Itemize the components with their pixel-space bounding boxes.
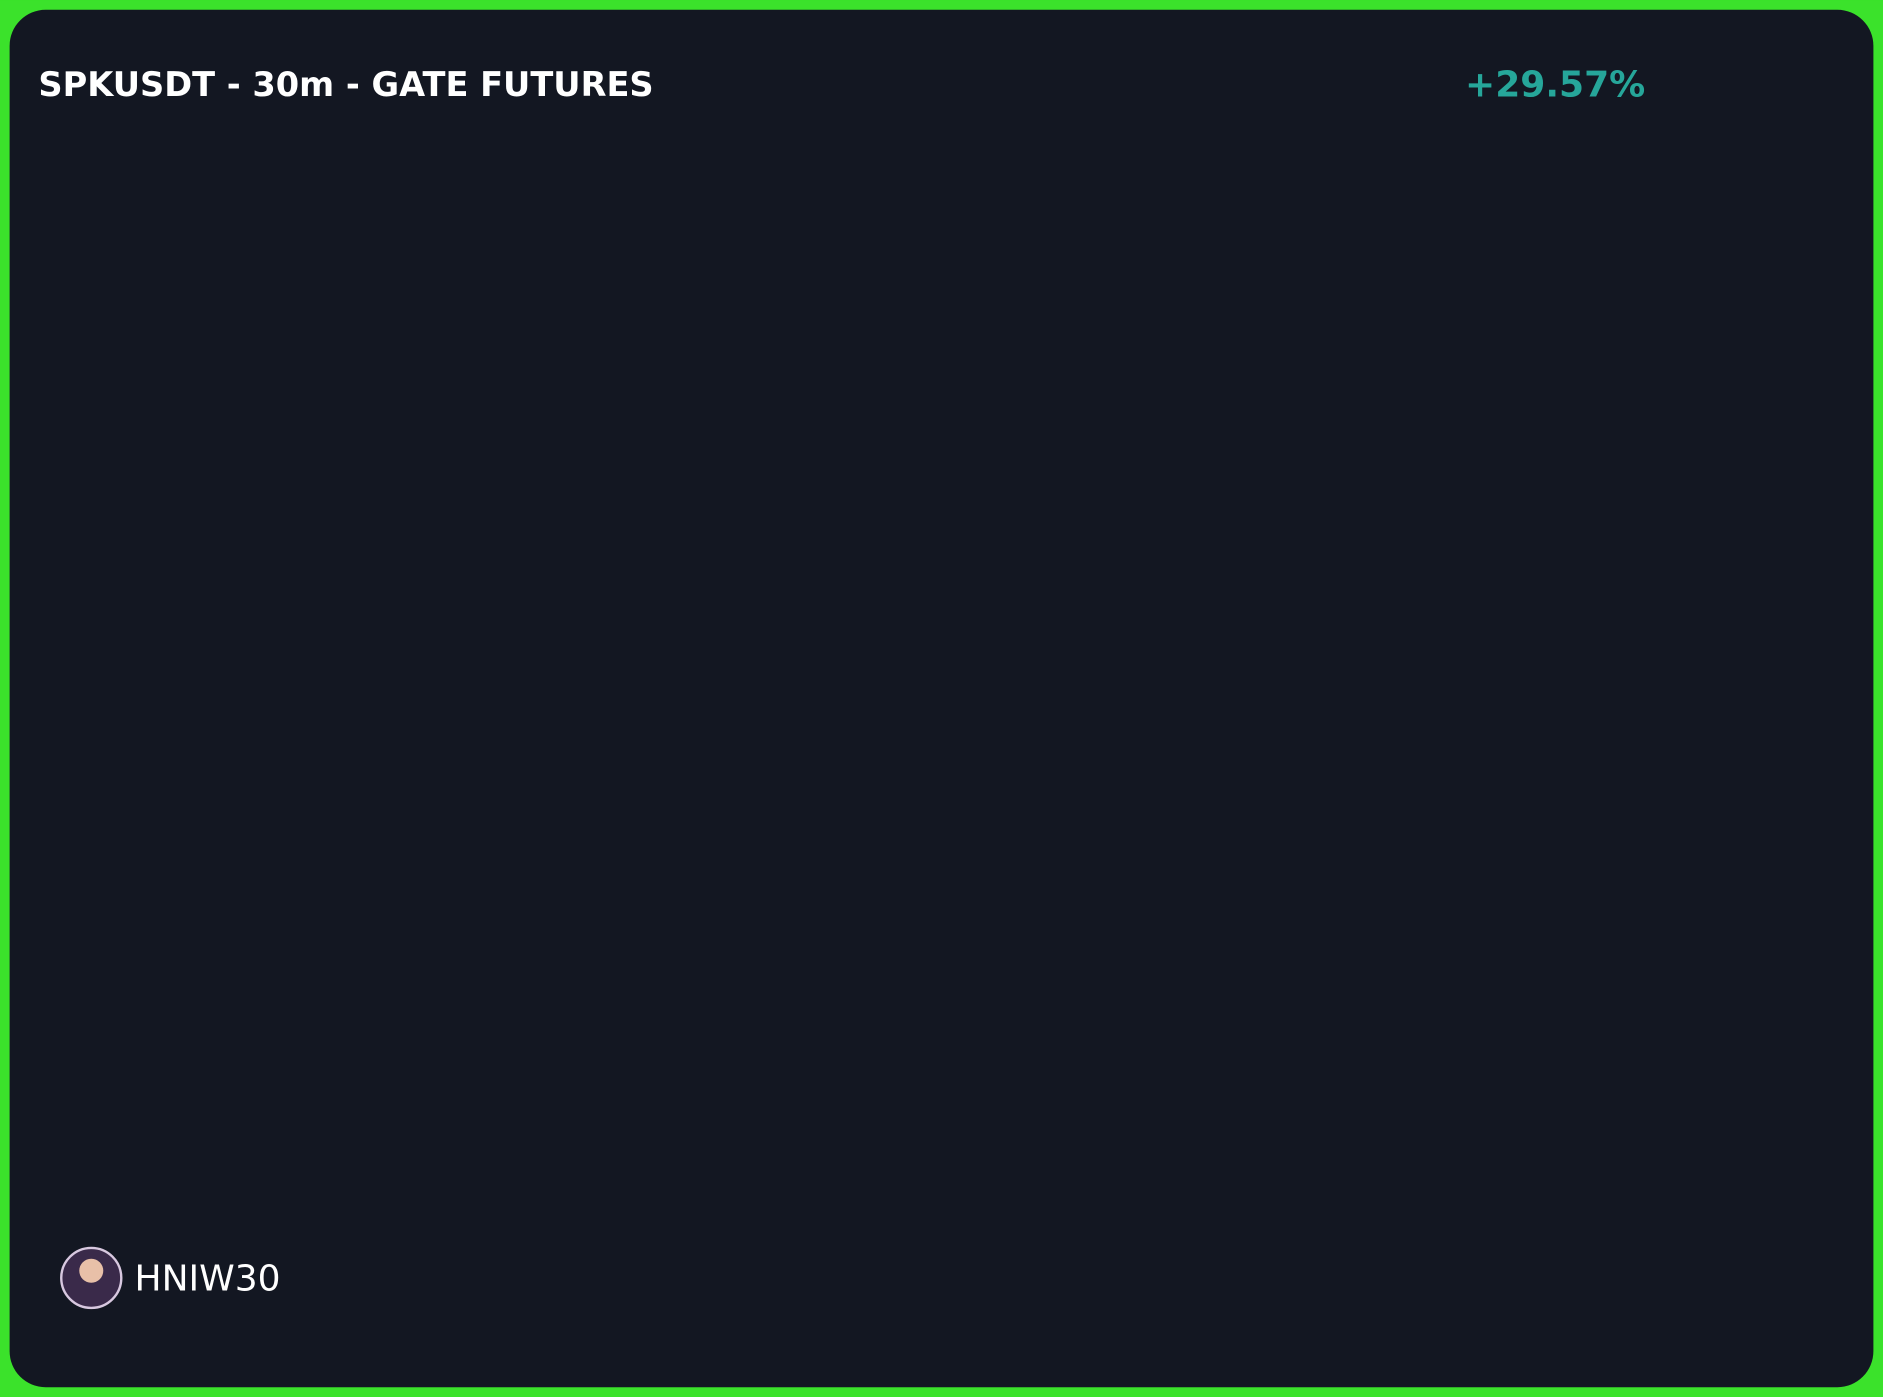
watermark: HNIW30 [135, 1258, 281, 1299]
panel [9, 9, 1874, 1388]
avatar-face [79, 1258, 104, 1283]
total-change: +29.57% [1465, 65, 1645, 106]
chart-title: SPKUSDT - 30m - GATE FUTURES [38, 65, 653, 104]
